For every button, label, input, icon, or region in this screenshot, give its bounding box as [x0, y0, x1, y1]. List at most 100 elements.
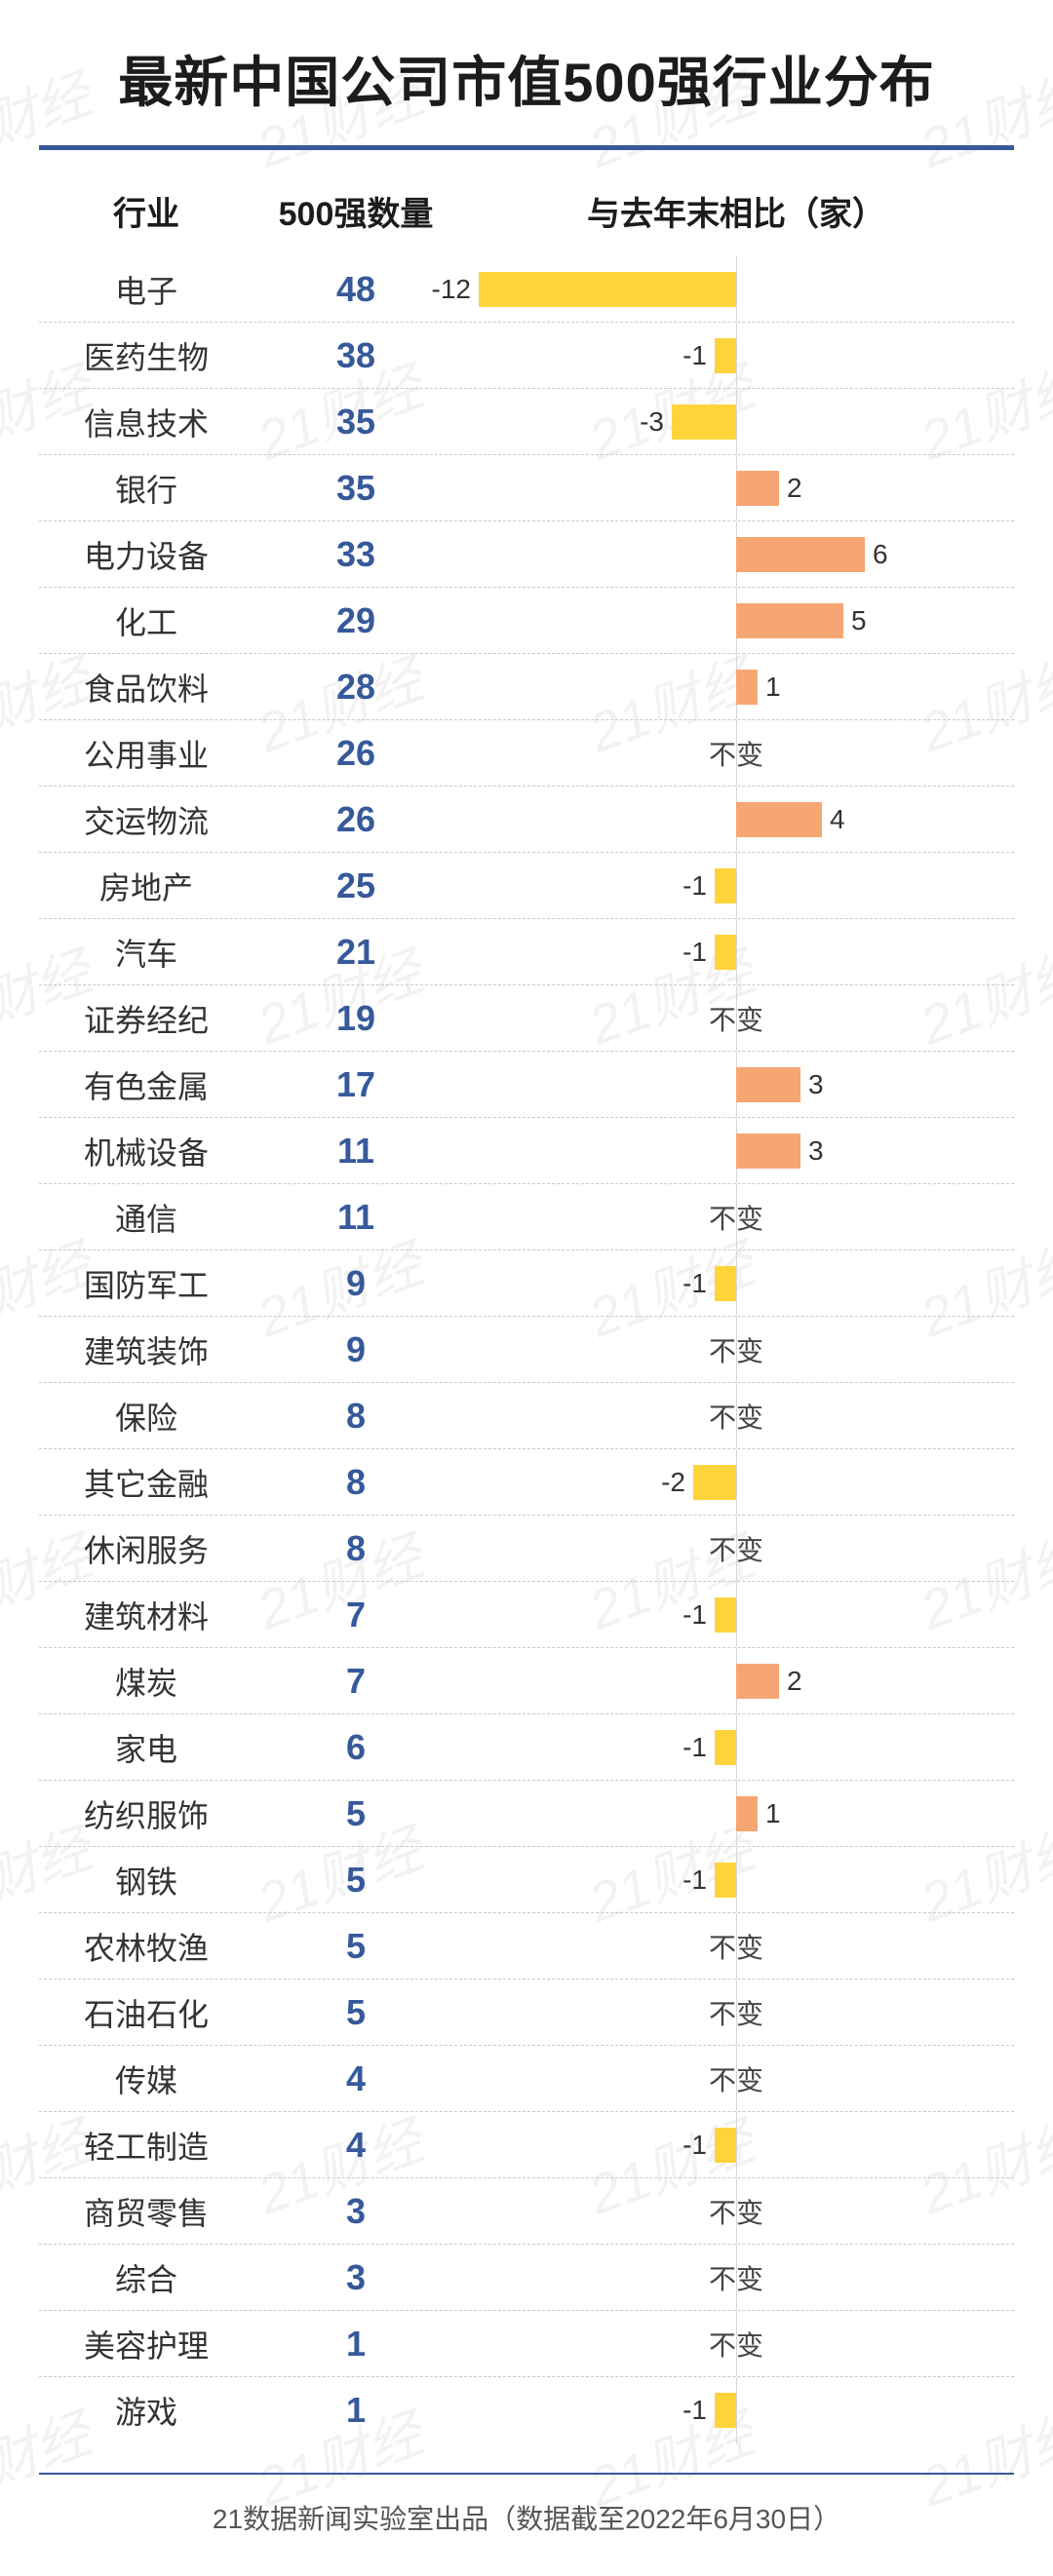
industry-cell: 电力设备: [39, 532, 254, 577]
table-row: 纺织服饰51: [39, 1781, 1014, 1847]
change-cell: 1: [458, 654, 1014, 719]
change-cell: -2: [458, 1449, 1014, 1515]
industry-cell: 石油石化: [39, 1990, 254, 2035]
footer-text: 21数据新闻实验室出品（数据截至2022年6月30日）: [39, 2475, 1014, 2537]
table-row: 石油石化5不变: [39, 1980, 1014, 2046]
table-row: 汽车21-1: [39, 919, 1014, 985]
table-row: 其它金融8-2: [39, 1449, 1014, 1516]
change-label-unchanged: 不变: [709, 999, 763, 1038]
count-cell: 8: [254, 1528, 458, 1569]
count-cell: 1: [254, 2324, 458, 2365]
table-row: 建筑材料7-1: [39, 1582, 1014, 1648]
change-bar: [715, 338, 736, 373]
table-row: 机械设备113: [39, 1118, 1014, 1184]
industry-cell: 有色金属: [39, 1062, 254, 1107]
industry-cell: 房地产: [39, 864, 254, 908]
change-cell: -1: [458, 323, 1014, 388]
table-row: 电子48-12: [39, 256, 1014, 323]
header-change: 与去年末相比（家）: [458, 187, 1014, 235]
table-row: 证券经纪19 不变: [39, 985, 1014, 1052]
change-label: -2: [661, 1467, 685, 1498]
count-cell: 11: [254, 1197, 458, 1238]
change-cell: -1: [458, 853, 1014, 918]
change-bar: [736, 537, 865, 572]
change-bar: [715, 2128, 736, 2163]
table-row: 保险8不变: [39, 1383, 1014, 1449]
table-row: 休闲服务8不变: [39, 1516, 1014, 1582]
table-row: 化工295: [39, 588, 1014, 654]
change-cell: 6: [458, 521, 1014, 587]
header-industry: 行业: [39, 187, 254, 235]
table-row: 游戏1-1: [39, 2377, 1014, 2443]
table-row: 房地产25-1: [39, 853, 1014, 919]
change-cell: 3: [458, 1052, 1014, 1117]
change-cell: -1: [458, 1714, 1014, 1780]
change-label-unchanged: 不变: [709, 2192, 763, 2231]
industry-cell: 建筑材料: [39, 1593, 254, 1637]
change-label: 4: [830, 804, 845, 835]
change-label: -1: [682, 937, 707, 968]
table-row: 农林牧渔5不变: [39, 1913, 1014, 1980]
change-bar: [736, 802, 822, 837]
change-label: 1: [765, 672, 781, 703]
count-cell: 19: [254, 998, 458, 1039]
count-cell: 29: [254, 600, 458, 641]
change-label: -1: [682, 870, 707, 902]
count-cell: 28: [254, 667, 458, 708]
change-cell: 不变: [458, 2046, 1014, 2111]
industry-cell: 交运物流: [39, 797, 254, 842]
change-cell: 不变: [458, 2311, 1014, 2376]
change-cell: 不变: [458, 1516, 1014, 1581]
change-label: -1: [682, 2395, 707, 2426]
change-cell: 不变: [458, 720, 1014, 786]
industry-cell: 轻工制造: [39, 2123, 254, 2168]
table-row: 传媒4不变: [39, 2046, 1014, 2112]
table-row: 公用事业26不变: [39, 720, 1014, 787]
change-cell: 不变: [458, 1184, 1014, 1250]
change-cell: 4: [458, 787, 1014, 852]
change-label-unchanged: 不变: [709, 734, 763, 773]
count-cell: 6: [254, 1727, 458, 1768]
industry-cell: 医药生物: [39, 333, 254, 378]
industry-cell: 证券经纪: [39, 996, 254, 1041]
change-bar: [715, 1730, 736, 1765]
change-bar: [715, 2393, 736, 2428]
count-cell: 1: [254, 2390, 458, 2431]
industry-cell: 建筑装饰: [39, 1327, 254, 1372]
change-label: -1: [682, 1732, 707, 1763]
count-cell: 8: [254, 1396, 458, 1437]
table-row: 医药生物38-1: [39, 323, 1014, 389]
count-cell: 11: [254, 1131, 458, 1172]
table-header: 行业 500强数量 与去年末相比（家）: [39, 170, 1014, 256]
industry-cell: 保险: [39, 1394, 254, 1439]
change-label: 3: [808, 1135, 824, 1167]
table-row: 银行352: [39, 455, 1014, 521]
industry-cell: 农林牧渔: [39, 1924, 254, 1969]
change-label: -12: [432, 274, 471, 305]
change-label: 5: [851, 605, 867, 636]
count-cell: 5: [254, 1860, 458, 1901]
change-cell: 不变: [458, 985, 1014, 1051]
table-row: 商贸零售3不变: [39, 2178, 1014, 2245]
count-cell: 5: [254, 1926, 458, 1967]
change-label: 2: [787, 473, 802, 504]
change-bar: [672, 404, 736, 440]
count-cell: 35: [254, 402, 458, 442]
count-cell: 3: [254, 2191, 458, 2232]
data-table: 行业 500强数量 与去年末相比（家） 电子48-12医药生物38-1信息技术3…: [0, 150, 1053, 2453]
change-label: 6: [873, 539, 888, 570]
change-cell: 1: [458, 1781, 1014, 1846]
header-count: 500强数量: [254, 187, 458, 235]
table-row: 综合3不变: [39, 2245, 1014, 2311]
change-bar: [736, 670, 758, 705]
industry-cell: 休闲服务: [39, 1526, 254, 1571]
count-cell: 35: [254, 468, 458, 509]
count-cell: 5: [254, 1992, 458, 2033]
industry-cell: 传媒: [39, 2057, 254, 2101]
change-bar: [736, 1664, 779, 1699]
change-label: -1: [682, 1865, 707, 1896]
count-cell: 17: [254, 1064, 458, 1105]
count-cell: 9: [254, 1329, 458, 1370]
change-bar: [736, 1067, 800, 1102]
table-row: 钢铁5-1: [39, 1847, 1014, 1913]
